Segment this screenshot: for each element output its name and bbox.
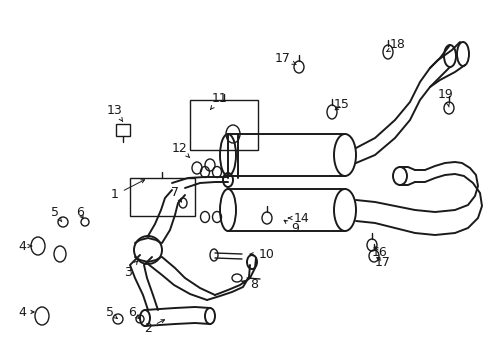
Text: 6: 6 bbox=[128, 306, 139, 320]
Text: 7: 7 bbox=[171, 185, 181, 202]
Text: 5: 5 bbox=[51, 207, 61, 222]
Text: 13: 13 bbox=[107, 104, 122, 122]
Text: 8: 8 bbox=[241, 279, 258, 292]
Text: 3: 3 bbox=[124, 261, 137, 279]
Text: 12: 12 bbox=[172, 141, 189, 157]
Text: 14: 14 bbox=[288, 211, 309, 225]
Text: 2: 2 bbox=[144, 320, 164, 334]
Text: 15: 15 bbox=[333, 99, 349, 112]
Text: 18: 18 bbox=[386, 39, 405, 51]
Bar bbox=[116, 124, 130, 136]
Text: 4: 4 bbox=[18, 239, 32, 252]
Bar bbox=[130, 178, 195, 216]
Bar bbox=[190, 100, 258, 150]
Text: 17: 17 bbox=[274, 51, 296, 64]
Text: 1: 1 bbox=[111, 180, 144, 202]
Text: 19: 19 bbox=[437, 89, 453, 107]
Text: 5: 5 bbox=[106, 306, 117, 320]
Text: 4: 4 bbox=[18, 306, 34, 319]
Text: 11: 11 bbox=[210, 91, 227, 109]
Text: 6: 6 bbox=[76, 207, 84, 220]
Text: 10: 10 bbox=[249, 248, 274, 261]
Text: 9: 9 bbox=[284, 220, 298, 234]
Text: 17: 17 bbox=[374, 256, 390, 269]
Text: 16: 16 bbox=[371, 246, 387, 258]
